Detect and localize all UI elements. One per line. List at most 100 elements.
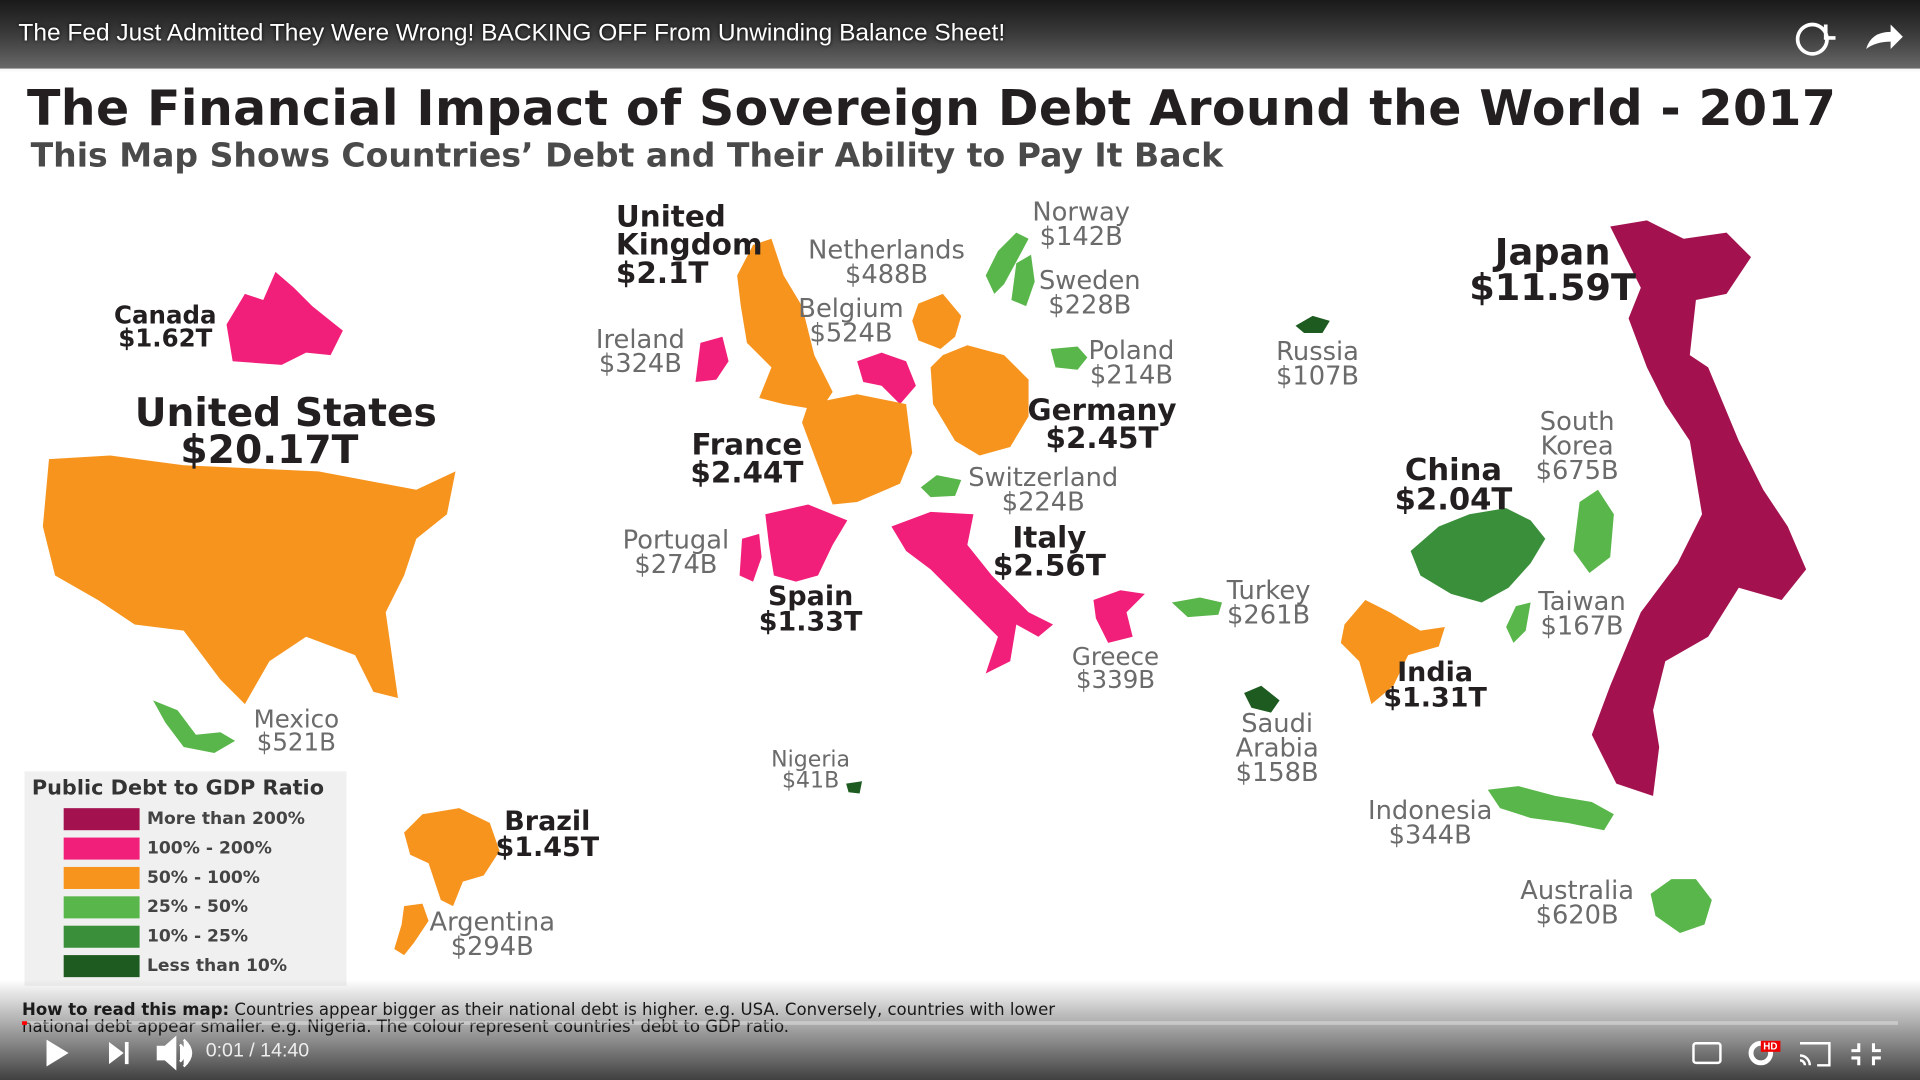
map-subtitle: This Map Shows Countries’ Debt and Their… bbox=[30, 137, 1224, 176]
top-shade bbox=[0, 0, 1920, 74]
country-label: Indonesia $344B bbox=[1296, 795, 1565, 849]
country-label: Portugal $274B bbox=[541, 525, 810, 580]
country-shape bbox=[1011, 254, 1035, 307]
country-shape bbox=[1591, 220, 1807, 796]
cast-button[interactable] bbox=[1799, 1042, 1831, 1067]
country-label: Switzerland $224B bbox=[909, 462, 1178, 517]
fullscreen-button[interactable] bbox=[1851, 1043, 1881, 1066]
country-shape bbox=[802, 394, 913, 505]
volume-button[interactable] bbox=[156, 1035, 193, 1071]
country-label: Greece $339B bbox=[981, 641, 1250, 692]
country-name: Japan bbox=[1494, 231, 1611, 275]
country-shape bbox=[153, 700, 236, 754]
progress-bar[interactable] bbox=[22, 1021, 1898, 1025]
country-debt: $294B bbox=[450, 931, 534, 962]
country-name: Switzerland bbox=[968, 462, 1119, 493]
country-name: Russia bbox=[1276, 336, 1359, 367]
controls-shade bbox=[0, 979, 1920, 1080]
country-shape bbox=[737, 238, 833, 411]
country-label: Norway $142B bbox=[947, 199, 1216, 251]
country-debt: $675B bbox=[1535, 455, 1619, 485]
legend-label: Less than 10% bbox=[146, 956, 288, 976]
country-name: Germany bbox=[1027, 393, 1177, 428]
country-name: South Korea bbox=[1539, 406, 1615, 461]
legend-title: Public Debt to GDP Ratio bbox=[31, 776, 325, 801]
country-shape bbox=[1171, 597, 1223, 618]
country-label: Mexico $521B bbox=[162, 707, 431, 757]
next-button[interactable] bbox=[108, 1042, 129, 1065]
captions-button[interactable] bbox=[1692, 1042, 1722, 1065]
legend-swatch bbox=[63, 837, 140, 860]
country-shape bbox=[1050, 346, 1088, 370]
country-shape bbox=[920, 475, 962, 498]
country-name: Nigeria bbox=[771, 746, 851, 773]
country-name: Indonesia bbox=[1368, 795, 1493, 826]
country-debt: $274B bbox=[634, 549, 718, 580]
country-name: Spain bbox=[767, 581, 854, 613]
legend-swatch bbox=[63, 955, 140, 978]
country-label: United States $20.17T bbox=[135, 393, 437, 470]
country-debt: $620B bbox=[1535, 899, 1619, 930]
country-debt: $1.33T bbox=[758, 607, 863, 638]
country-label: Australia $620B bbox=[1442, 875, 1711, 930]
country-name: Italy bbox=[1012, 520, 1087, 555]
country-debt: $167B bbox=[1540, 610, 1624, 641]
country-name: Argentina bbox=[429, 907, 555, 937]
country-debt: $224B bbox=[1001, 487, 1085, 517]
country-label: Netherlands $488B bbox=[752, 235, 1021, 289]
country-debt: $521B bbox=[256, 727, 336, 757]
country-shape bbox=[1093, 590, 1145, 643]
country-shape bbox=[1295, 315, 1330, 334]
legend-swatch bbox=[63, 925, 140, 948]
country-debt: $142B bbox=[1039, 221, 1123, 251]
country-label: Japan $11.59T bbox=[1418, 231, 1687, 306]
country-debt: $2.1T bbox=[615, 255, 709, 290]
country-shape bbox=[765, 504, 848, 582]
country-label: Spain $1.33T bbox=[676, 581, 945, 638]
country-name: Greece bbox=[1071, 641, 1160, 672]
country-shape bbox=[739, 533, 762, 582]
country-label: France $2.44T bbox=[612, 430, 881, 487]
country-name: United States bbox=[134, 389, 437, 436]
country-label: South Korea $675B bbox=[1442, 406, 1711, 485]
country-label: Saudi Arabia $158B bbox=[1142, 708, 1411, 786]
country-shape bbox=[912, 293, 962, 349]
country-name: United Kingdom bbox=[615, 199, 763, 262]
country-debt: $2.56T bbox=[992, 548, 1106, 583]
country-debt: $324B bbox=[598, 348, 682, 379]
country-debt: $41B bbox=[782, 767, 840, 794]
video-title[interactable]: The Fed Just Admitted They Were Wrong! B… bbox=[18, 19, 1006, 47]
country-name: Canada bbox=[114, 300, 217, 330]
watch-later-button[interactable] bbox=[1795, 22, 1836, 56]
country-name: Portugal bbox=[622, 525, 730, 555]
country-shape bbox=[1506, 602, 1531, 643]
country-name: Sweden bbox=[1038, 265, 1141, 296]
share-button[interactable] bbox=[1866, 24, 1903, 49]
country-shape bbox=[1244, 685, 1280, 713]
country-name: China bbox=[1404, 451, 1503, 488]
country-name: Saudi Arabia bbox=[1235, 708, 1319, 763]
play-button[interactable] bbox=[46, 1039, 69, 1067]
legend-label: 100% - 200% bbox=[146, 838, 272, 859]
country-name: India bbox=[1397, 657, 1474, 689]
country-name: Netherlands bbox=[808, 235, 965, 265]
country-shape bbox=[891, 511, 1054, 674]
country-name: Turkey bbox=[1226, 575, 1311, 605]
country-name: Australia bbox=[1520, 875, 1635, 905]
country-shape bbox=[1487, 786, 1614, 831]
legend-label: More than 200% bbox=[146, 809, 305, 829]
map-title: The Financial Impact of Sovereign Debt A… bbox=[26, 80, 1837, 138]
country-label: Argentina $294B bbox=[358, 907, 627, 962]
country-shape bbox=[226, 271, 343, 365]
hd-badge: HD bbox=[1760, 1040, 1780, 1052]
country-label: United Kingdom $2.1T bbox=[615, 199, 763, 290]
country-name: Brazil bbox=[504, 806, 591, 838]
country-label: China $2.04T bbox=[1319, 451, 1588, 513]
country-debt: $488B bbox=[844, 259, 929, 289]
country-debt: $1.62T bbox=[118, 323, 213, 353]
country-debt: $107B bbox=[1275, 361, 1360, 391]
country-shape bbox=[1340, 600, 1445, 705]
